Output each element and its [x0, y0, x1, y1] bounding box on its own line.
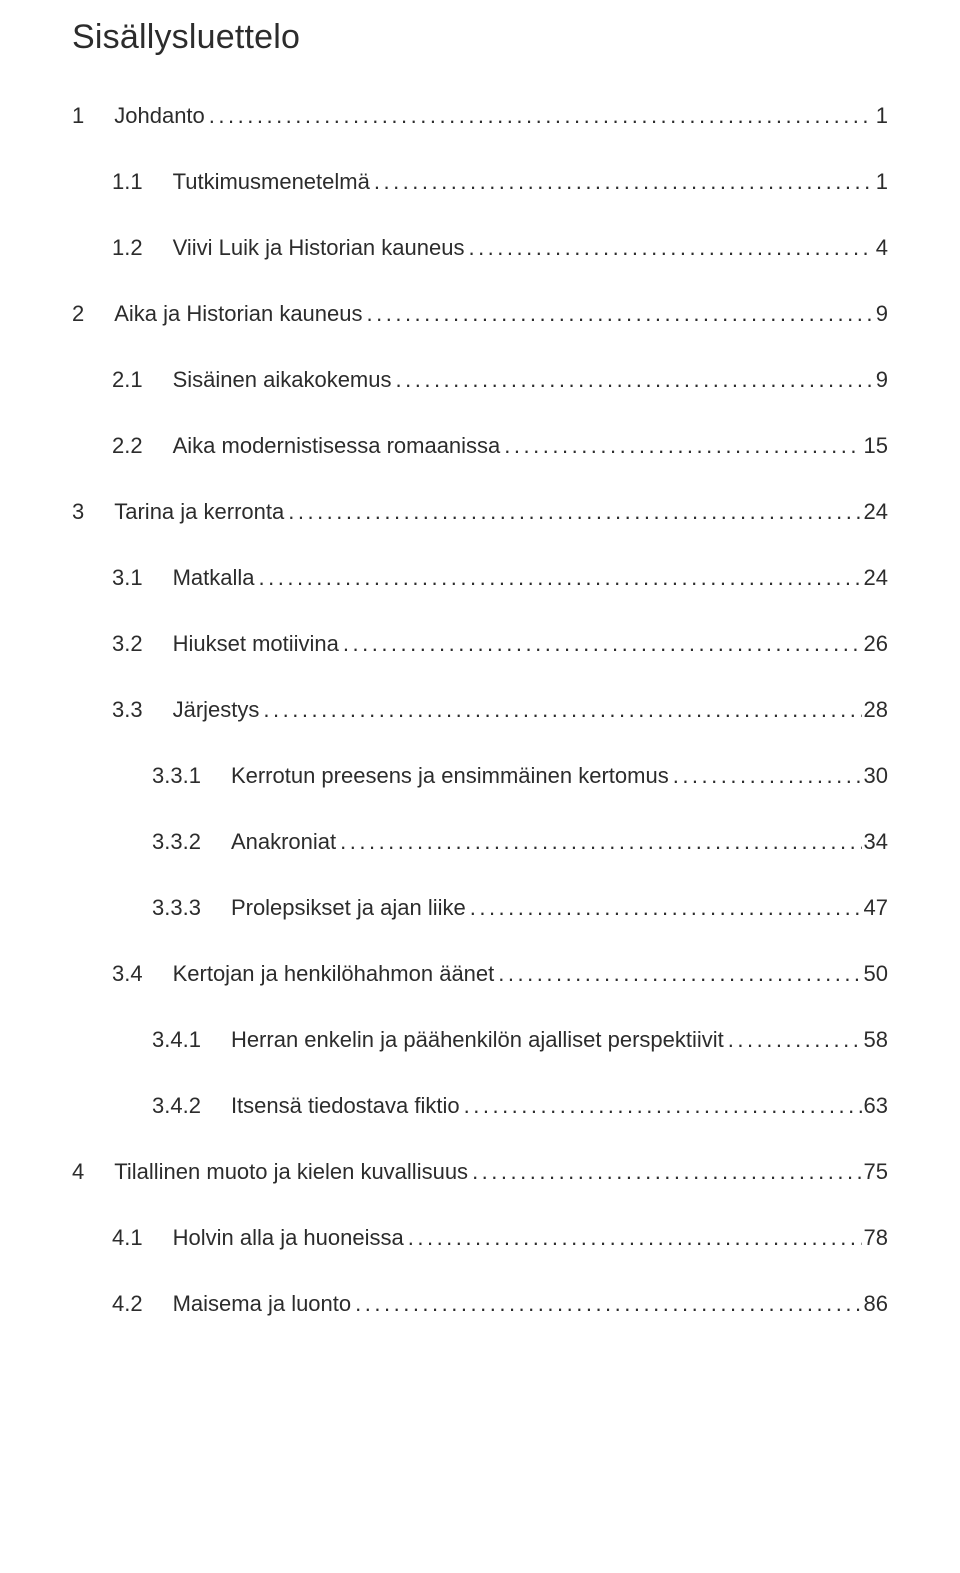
toc-row: 3.4 Kertojan ja henkilöhahmon äänet 50 — [72, 963, 888, 985]
toc-row: 3.3.1 Kerrotun preesens ja ensimmäinen ke… — [72, 765, 888, 787]
toc-row: 3.4.1 Herran enkelin ja päähenkilön ajall… — [72, 1029, 888, 1051]
toc-entry-page: 9 — [874, 369, 888, 391]
toc-row: 2.2 Aika modernistisessa romaanissa 15 — [72, 435, 888, 457]
toc-entry-number: 1.1 — [112, 171, 143, 193]
toc-entry-page: 47 — [862, 897, 888, 919]
toc-dot-leader — [464, 1095, 862, 1117]
toc-dot-leader — [728, 1029, 862, 1051]
toc-entry-page: 28 — [862, 699, 888, 721]
toc-entry-number: 2.1 — [112, 369, 143, 391]
toc-entry-label: Itsensä tiedostava fiktio — [231, 1095, 460, 1117]
toc-entry-label: Herran enkelin ja päähenkilön ajalliset … — [231, 1029, 724, 1051]
table-of-contents: 1 Johdanto 1 1.1 Tutkimusmenetelmä 1 1.2 Viivi … — [72, 105, 888, 1315]
toc-entry-label: Sisäinen aikakokemus — [173, 369, 392, 391]
toc-entry-page: 30 — [862, 765, 888, 787]
toc-entry-number: 3.3 — [112, 699, 143, 721]
toc-entry-number: 1.2 — [112, 237, 143, 259]
toc-entry-label: Kerrotun preesens ja ensimmäinen kertomu… — [231, 765, 669, 787]
toc-entry-label: Kertojan ja henkilöhahmon äänet — [173, 963, 495, 985]
toc-dot-leader — [374, 171, 874, 193]
toc-entry-label: Aika ja Historian kauneus — [114, 303, 362, 325]
toc-entry-page: 26 — [862, 633, 888, 655]
toc-row: 3.3.3 Prolepsikset ja ajan liike 47 — [72, 897, 888, 919]
toc-entry-page: 75 — [862, 1161, 888, 1183]
toc-entry-page: 1 — [874, 105, 888, 127]
toc-dot-leader — [498, 963, 861, 985]
toc-entry-number: 3.3.1 — [152, 765, 201, 787]
toc-entry-number: 3.2 — [112, 633, 143, 655]
toc-entry-number: 3.4.2 — [152, 1095, 201, 1117]
toc-dot-leader — [288, 501, 861, 523]
toc-dot-leader — [367, 303, 874, 325]
toc-entry-label: Tarina ja kerronta — [114, 501, 284, 523]
toc-entry-label: Viivi Luik ja Historian kauneus — [173, 237, 465, 259]
toc-row: 3.3 Järjestys 28 — [72, 699, 888, 721]
toc-row: 3 Tarina ja kerronta 24 — [72, 501, 888, 523]
toc-entry-label: Hiukset motiivina — [173, 633, 339, 655]
toc-row: 4 Tilallinen muoto ja kielen kuvallisuus 7… — [72, 1161, 888, 1183]
toc-dot-leader — [470, 897, 862, 919]
toc-entry-number: 3.3.3 — [152, 897, 201, 919]
toc-entry-page: 9 — [874, 303, 888, 325]
toc-row: 1.1 Tutkimusmenetelmä 1 — [72, 171, 888, 193]
toc-entry-page: 34 — [862, 831, 888, 853]
toc-entry-label: Johdanto — [114, 105, 205, 127]
toc-entry-number: 4.1 — [112, 1227, 143, 1249]
toc-entry-number: 2.2 — [112, 435, 143, 457]
toc-dot-leader — [340, 831, 861, 853]
toc-dot-leader — [673, 765, 862, 787]
toc-entry-number: 4 — [72, 1161, 84, 1183]
toc-dot-leader — [263, 699, 861, 721]
toc-entry-page: 78 — [862, 1227, 888, 1249]
toc-entry-label: Tutkimusmenetelmä — [173, 171, 370, 193]
toc-row: 3.3.2 Anakroniat 34 — [72, 831, 888, 853]
toc-entry-page: 24 — [862, 567, 888, 589]
toc-entry-page: 58 — [862, 1029, 888, 1051]
document-title: Sisällysluettelo — [72, 18, 888, 57]
toc-row: 1.2 Viivi Luik ja Historian kauneus 4 — [72, 237, 888, 259]
toc-entry-label: Prolepsikset ja ajan liike — [231, 897, 466, 919]
toc-entry-label: Maisema ja luonto — [173, 1293, 352, 1315]
toc-dot-leader — [396, 369, 874, 391]
toc-dot-leader — [355, 1293, 861, 1315]
toc-dot-leader — [472, 1161, 861, 1183]
toc-entry-page: 24 — [862, 501, 888, 523]
toc-row: 3.1 Matkalla 24 — [72, 567, 888, 589]
toc-entry-page: 1 — [874, 171, 888, 193]
toc-entry-number: 3.3.2 — [152, 831, 201, 853]
toc-row: 4.1 Holvin alla ja huoneissa 78 — [72, 1227, 888, 1249]
toc-entry-label: Tilallinen muoto ja kielen kuvallisuus — [114, 1161, 468, 1183]
toc-dot-leader — [259, 567, 862, 589]
toc-entry-page: 4 — [874, 237, 888, 259]
toc-dot-leader — [209, 105, 874, 127]
toc-dot-leader — [343, 633, 862, 655]
toc-entry-page: 50 — [862, 963, 888, 985]
toc-row: 2.1 Sisäinen aikakokemus 9 — [72, 369, 888, 391]
toc-entry-number: 3.4 — [112, 963, 143, 985]
toc-entry-page: 15 — [862, 435, 888, 457]
toc-entry-page: 63 — [862, 1095, 888, 1117]
toc-entry-number: 1 — [72, 105, 84, 127]
toc-entry-label: Anakroniat — [231, 831, 336, 853]
toc-entry-page: 86 — [862, 1293, 888, 1315]
toc-row: 4.2 Maisema ja luonto 86 — [72, 1293, 888, 1315]
toc-entry-label: Holvin alla ja huoneissa — [173, 1227, 404, 1249]
toc-entry-number: 3 — [72, 501, 84, 523]
toc-entry-label: Järjestys — [173, 699, 260, 721]
toc-entry-number: 3.4.1 — [152, 1029, 201, 1051]
toc-dot-leader — [504, 435, 861, 457]
toc-entry-label: Aika modernistisessa romaanissa — [173, 435, 501, 457]
toc-entry-label: Matkalla — [173, 567, 255, 589]
toc-dot-leader — [408, 1227, 862, 1249]
toc-row: 3.2 Hiukset motiivina 26 — [72, 633, 888, 655]
toc-entry-number: 3.1 — [112, 567, 143, 589]
toc-entry-number: 4.2 — [112, 1293, 143, 1315]
toc-entry-number: 2 — [72, 303, 84, 325]
toc-row: 3.4.2 Itsensä tiedostava fiktio 63 — [72, 1095, 888, 1117]
toc-row: 1 Johdanto 1 — [72, 105, 888, 127]
toc-dot-leader — [468, 237, 873, 259]
toc-row: 2 Aika ja Historian kauneus 9 — [72, 303, 888, 325]
